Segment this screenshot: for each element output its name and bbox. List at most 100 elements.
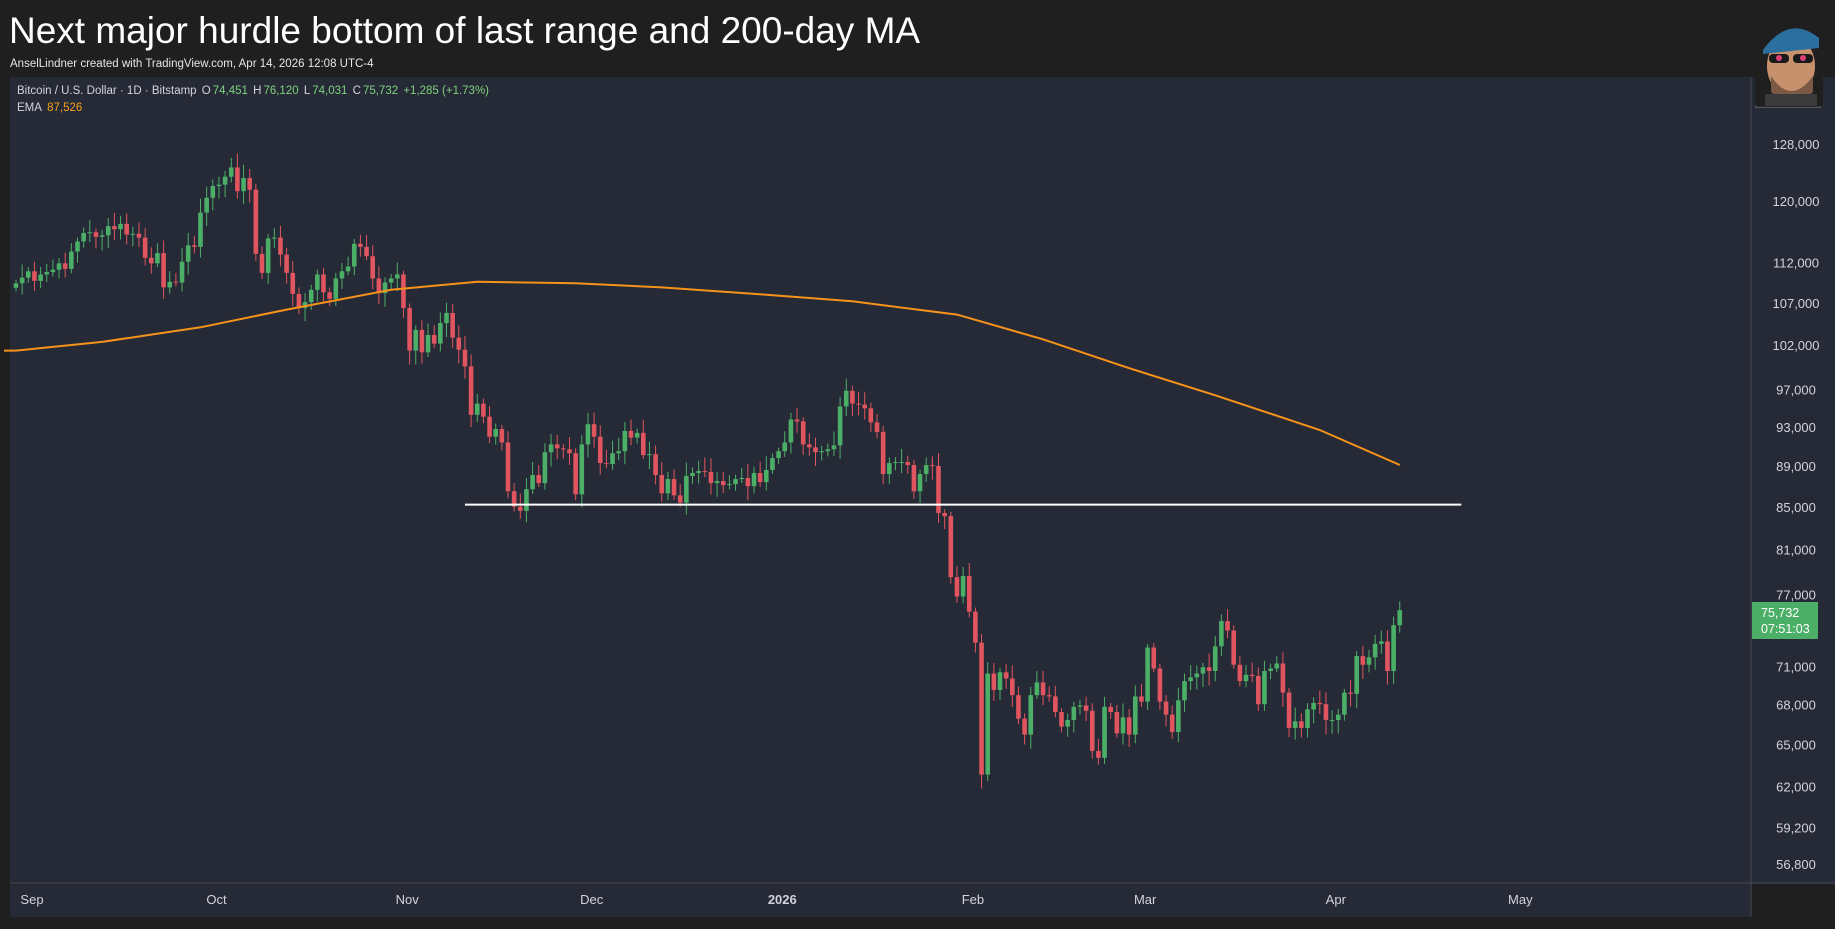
- candle-body: [112, 226, 117, 230]
- candle-body: [247, 178, 252, 190]
- candle-body: [272, 237, 277, 239]
- bar-countdown: 07:51:03: [1761, 622, 1810, 637]
- candle-body: [850, 390, 855, 404]
- candle-body: [1040, 682, 1046, 696]
- low-value: 74,031: [312, 85, 348, 97]
- candle-body: [511, 491, 517, 507]
- candle-body: [179, 261, 185, 283]
- candle-body: [419, 329, 425, 353]
- candle-body: [56, 263, 62, 270]
- candle-body: [843, 390, 849, 407]
- candle-body: [222, 176, 228, 185]
- candle-body: [622, 430, 628, 452]
- ema-legend[interactable]: EMA 87,526: [17, 102, 84, 114]
- candle-body: [1126, 717, 1132, 735]
- candle-body: [173, 281, 179, 283]
- candle-body: [81, 232, 86, 242]
- candle-body: [800, 421, 806, 445]
- time-axis-area[interactable]: [10, 884, 1750, 917]
- price-tick-label: 65,000: [1776, 738, 1816, 753]
- candle-body: [887, 463, 892, 475]
- candle-body: [155, 253, 160, 264]
- candle-body: [973, 611, 978, 643]
- candle-body: [677, 495, 683, 503]
- time-tick-label: Mar: [1134, 892, 1157, 907]
- time-tick-label: Feb: [962, 892, 984, 907]
- price-axis-area[interactable]: [1751, 77, 1835, 883]
- candle-body: [899, 462, 904, 464]
- candle-body: [1083, 705, 1089, 711]
- candle-body: [93, 232, 99, 237]
- candle-body: [241, 178, 246, 192]
- candle-body: [1139, 696, 1144, 702]
- candle-body: [991, 673, 997, 691]
- candle-body: [364, 246, 369, 257]
- candle-body: [1065, 719, 1070, 727]
- candle-body: [118, 223, 123, 230]
- candle-body: [407, 307, 412, 351]
- candle-body: [868, 408, 874, 423]
- candle-body: [1292, 721, 1298, 728]
- candle-body: [333, 278, 339, 299]
- candle-body: [192, 245, 197, 247]
- candle-body: [1256, 676, 1261, 705]
- candle-body: [425, 334, 431, 353]
- last-price-badge[interactable]: 75,732 07:51:03: [1752, 602, 1818, 640]
- candle-body: [351, 243, 357, 267]
- candle-body: [634, 432, 640, 438]
- candle-body: [136, 233, 142, 238]
- candle-body: [216, 184, 222, 187]
- price-tick-label: 81,000: [1776, 542, 1816, 557]
- ema-200-line: [3, 280, 1401, 466]
- candle-body: [831, 445, 837, 450]
- candle-body: [579, 444, 585, 495]
- candle-body: [573, 453, 578, 495]
- candle-body: [315, 274, 320, 290]
- candle-body: [770, 458, 775, 471]
- candle-body: [788, 419, 794, 443]
- candle-body: [1274, 663, 1280, 669]
- candle-body: [259, 253, 265, 273]
- candle-body: [290, 272, 296, 294]
- price-tick-label: 93,000: [1776, 420, 1816, 435]
- plot-area[interactable]: [10, 77, 1750, 883]
- author-avatar: [1755, 14, 1823, 106]
- candle-body: [382, 282, 388, 294]
- candle-body: [321, 274, 326, 293]
- candle-body: [75, 241, 80, 252]
- candle-body: [413, 329, 419, 351]
- candle-body: [505, 442, 511, 492]
- candle-body: [339, 271, 345, 279]
- candle-body: [708, 472, 714, 484]
- candle-body: [1348, 692, 1353, 694]
- candle-body: [1249, 674, 1255, 677]
- candle-body: [647, 454, 652, 456]
- candle-body: [1053, 696, 1058, 713]
- last-price-value: 75,732: [1761, 606, 1800, 621]
- candle-body: [302, 302, 308, 308]
- candlestick-series: [13, 153, 1403, 789]
- candle-body: [923, 465, 929, 475]
- candle-body: [862, 404, 867, 409]
- candle-body: [161, 253, 166, 288]
- candle-body: [1059, 712, 1064, 727]
- candle-body: [794, 419, 800, 422]
- candle-body: [38, 274, 43, 281]
- candle-body: [1077, 705, 1083, 707]
- candle-body: [727, 484, 732, 486]
- candle-body: [764, 470, 769, 483]
- candle-body: [370, 256, 375, 279]
- candle-body: [124, 223, 129, 235]
- candle-body: [438, 323, 443, 344]
- candle-body: [1169, 714, 1175, 732]
- price-tick-label: 128,000: [1773, 137, 1820, 152]
- candle-body: [966, 576, 972, 612]
- ema-label: EMA: [17, 102, 42, 114]
- candle-body: [776, 451, 781, 459]
- candle-body: [524, 489, 529, 511]
- candle-body: [105, 226, 111, 236]
- candle-body: [751, 473, 757, 487]
- price-tick-label: 62,000: [1776, 779, 1816, 794]
